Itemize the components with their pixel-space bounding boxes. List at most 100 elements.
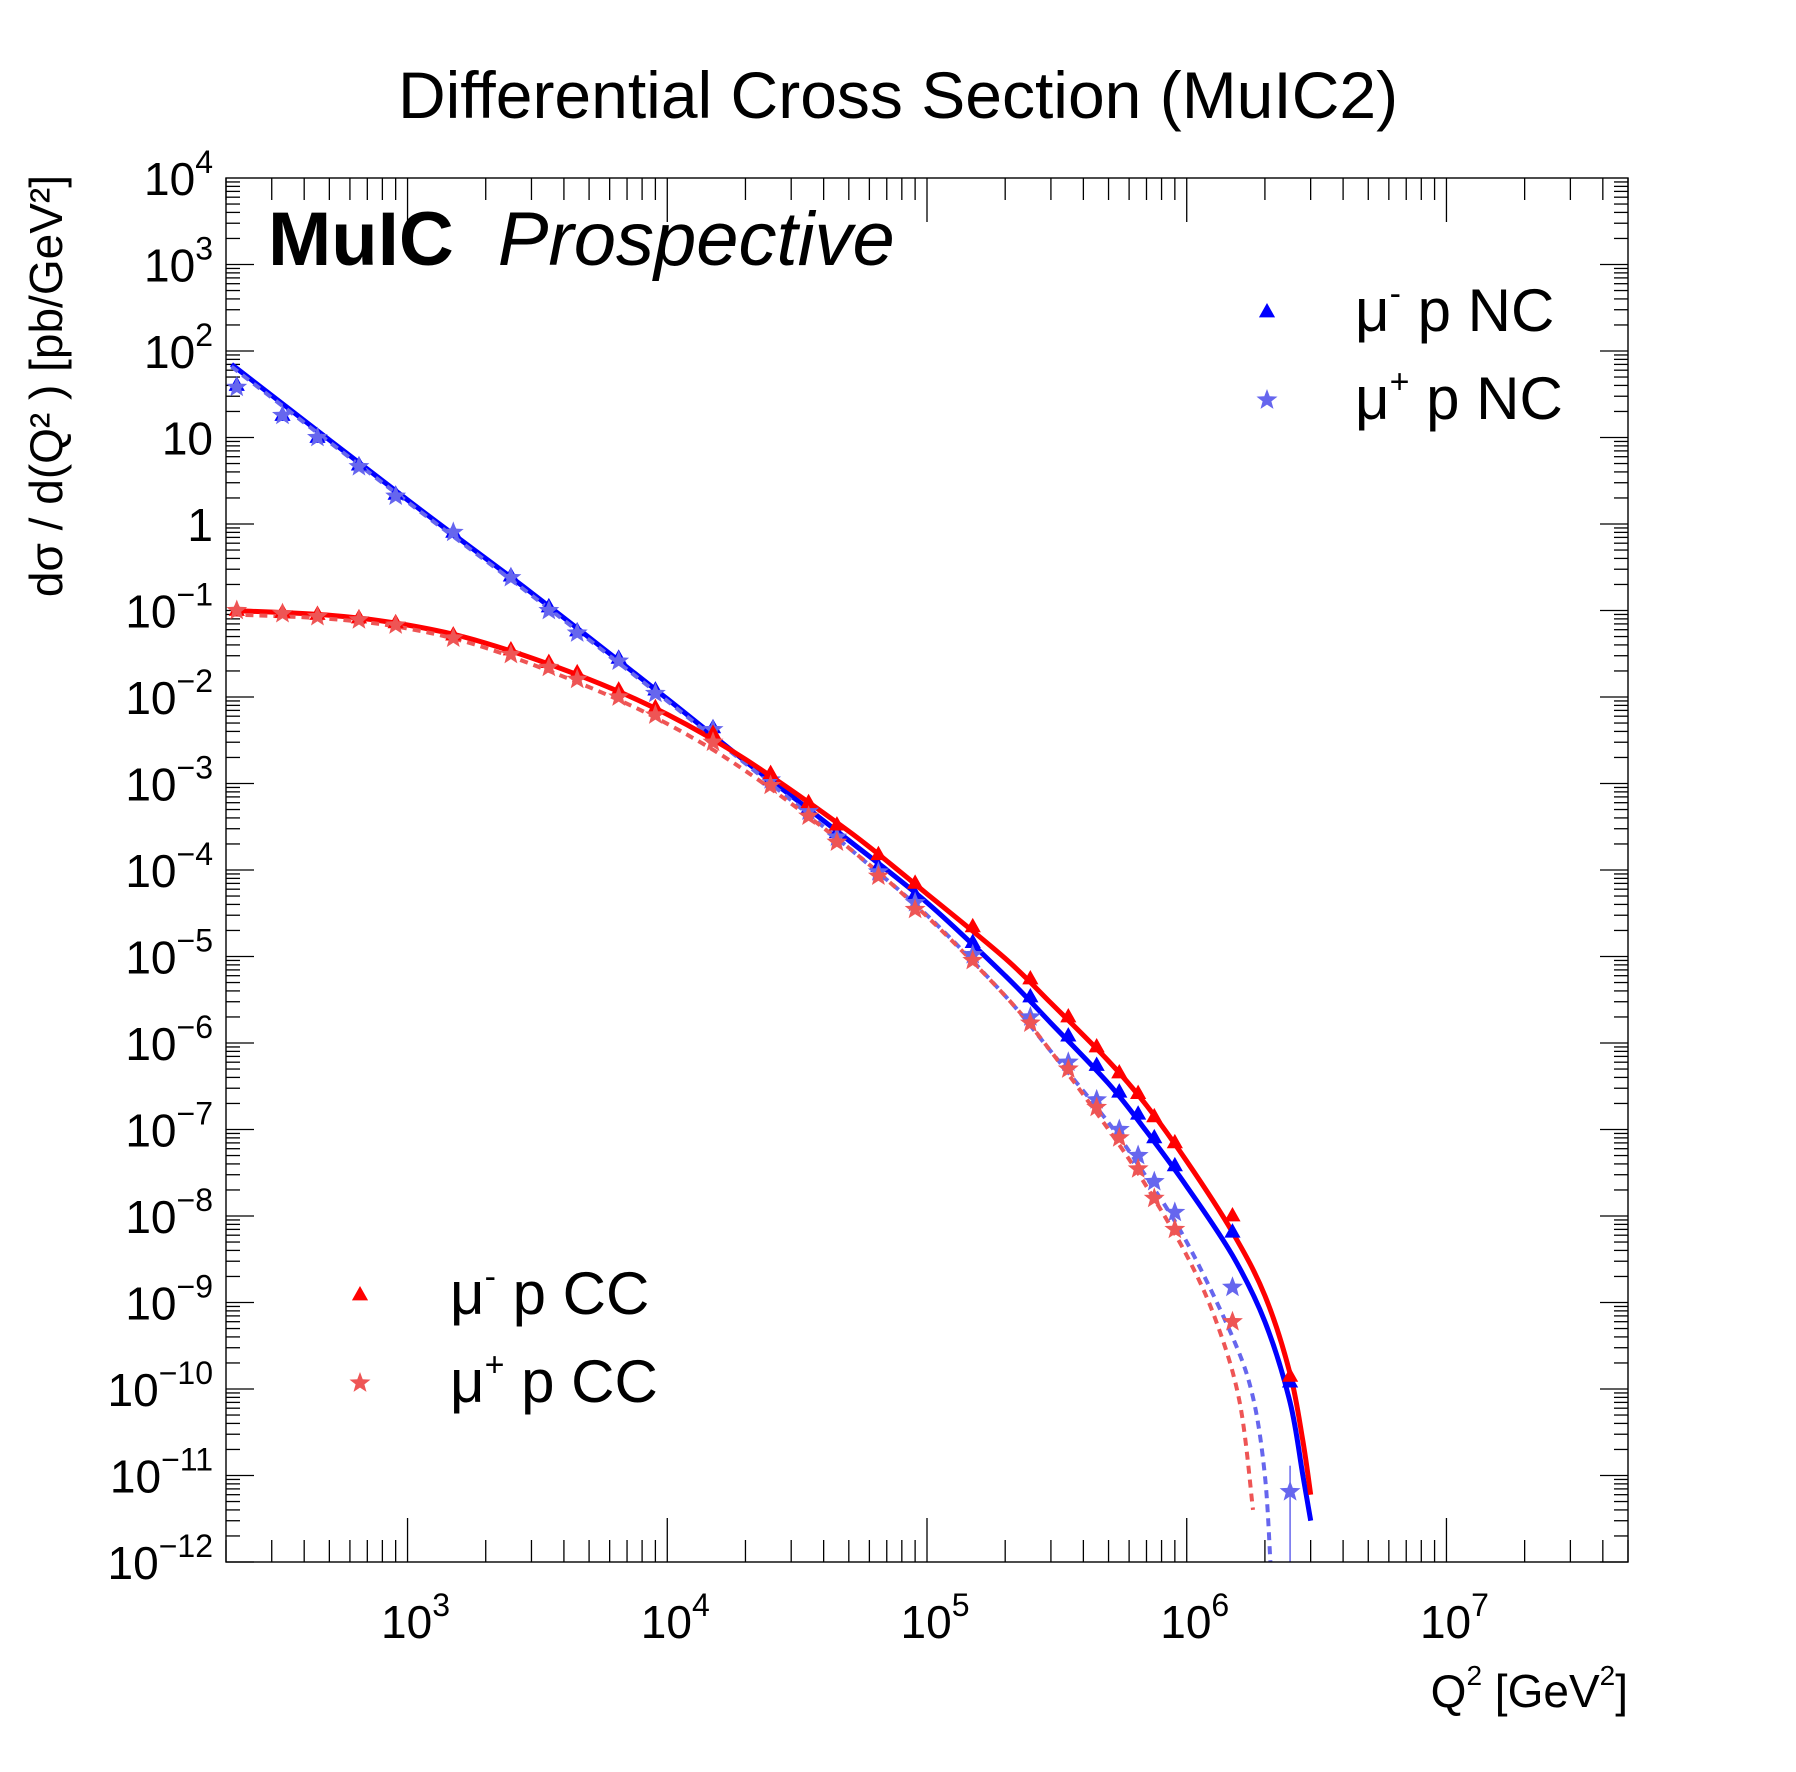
mum_nc-points xyxy=(228,376,1299,1388)
y-tick-labels: 10410310210110−110−210−310−410−510−610−7… xyxy=(108,144,213,1589)
mup_nc-point xyxy=(1222,1276,1243,1297)
mup_nc-point xyxy=(608,650,630,670)
y-tick-exp: 3 xyxy=(195,231,213,267)
x-tick-label: 107 xyxy=(1420,1587,1489,1648)
mup_nc-point xyxy=(226,376,248,397)
axis-ticks xyxy=(225,178,1629,1563)
x-axis-label: Q2 [GeV2] xyxy=(1431,1660,1628,1717)
y-tick-base: 10 xyxy=(144,240,195,292)
y-tick-exp: −6 xyxy=(177,1009,213,1045)
mum_cc-point xyxy=(870,845,887,861)
mup_nc-point xyxy=(1127,1144,1149,1165)
y-tick-label: 10−9 xyxy=(125,1269,213,1330)
y-tick-exp: −4 xyxy=(177,836,213,872)
x-tick-label: 103 xyxy=(381,1587,450,1648)
mup_cc-point xyxy=(1086,1096,1108,1117)
y-tick-base: 10 xyxy=(125,672,176,724)
mum_cc-point xyxy=(1166,1133,1183,1149)
y-tick-label: 10−1 xyxy=(125,577,213,638)
x-tick-label: 104 xyxy=(641,1587,710,1648)
mup_cc-point xyxy=(1108,1126,1130,1147)
y-tick-exp: −3 xyxy=(177,750,213,786)
mum_nc-point xyxy=(1130,1105,1147,1120)
mum_nc-point xyxy=(1060,1027,1077,1042)
mup_nc-point xyxy=(307,426,328,447)
mum_cc-point xyxy=(1224,1207,1241,1222)
legend-rest: p NC xyxy=(1401,277,1554,344)
mup_cc-point xyxy=(1143,1187,1165,1208)
y-tick-label: 10−6 xyxy=(125,1009,213,1070)
y-tick-exp: 4 xyxy=(195,144,213,180)
y-tick-exp: −5 xyxy=(177,923,213,959)
legend-mu: μ xyxy=(450,1260,485,1327)
chart-title: Differential Cross Section (MuIC2) xyxy=(398,58,1398,132)
mum_nc-point xyxy=(1166,1156,1183,1172)
x-axis-label-unit-close: ] xyxy=(1615,1665,1628,1717)
mup_cc-point xyxy=(566,668,588,689)
y-tick-exp: 2 xyxy=(195,317,213,353)
mum_cc-point xyxy=(828,816,846,831)
mup_nc-point xyxy=(1143,1170,1165,1191)
y-axis-label: dσ / d(Q² ) [pb/GeV²] xyxy=(20,175,72,597)
mup_cc-legend-marker xyxy=(349,1372,371,1392)
mup_cc-point xyxy=(644,704,666,724)
y-tick-label: 10−8 xyxy=(125,1182,213,1243)
x-tick-base: 10 xyxy=(1160,1596,1211,1648)
mum_cc-point xyxy=(1060,1007,1077,1023)
mup_cc-point xyxy=(385,614,407,634)
y-tick-label: 10−5 xyxy=(125,923,213,984)
x-tick-base: 10 xyxy=(1420,1596,1471,1648)
mum_nc-curve xyxy=(229,362,1314,1522)
x-axis-label-base: Q xyxy=(1431,1665,1467,1717)
y-tick-label: 1 xyxy=(187,499,213,551)
mup_cc-point xyxy=(826,831,848,851)
mup_cc-point xyxy=(760,774,782,795)
y-tick-label: 10−7 xyxy=(125,1096,213,1157)
y-tick-label: 104 xyxy=(144,144,213,205)
x-tick-base: 10 xyxy=(381,1596,432,1648)
legend-bottom-left: μ- p CCμ+ p CC xyxy=(349,1258,658,1415)
x-tick-exp: 3 xyxy=(432,1587,450,1623)
mup_cc-point xyxy=(1057,1058,1079,1078)
legend-mu: μ xyxy=(450,1348,485,1415)
legend-charge: + xyxy=(1390,363,1410,401)
mup_cc-point xyxy=(702,731,724,752)
x-tick-base: 10 xyxy=(901,1596,952,1648)
mup_nc-point xyxy=(385,485,407,505)
mup_nc-legend-label: μ+ p NC xyxy=(1355,363,1563,432)
y-tick-exp: −12 xyxy=(159,1528,213,1564)
mum_nc-point xyxy=(1146,1128,1163,1144)
mum_cc-point xyxy=(1146,1107,1163,1123)
mum_cc-point xyxy=(1130,1084,1147,1100)
mup_cc-point xyxy=(1127,1157,1149,1178)
y-tick-label: 10−3 xyxy=(125,750,213,811)
mup_cc-point xyxy=(904,898,926,919)
mup_nc-point xyxy=(644,682,666,703)
mup_cc-point xyxy=(226,599,248,620)
data-points xyxy=(226,376,1301,1562)
mup_cc-point xyxy=(1222,1310,1243,1331)
mum_cc-point xyxy=(1088,1037,1105,1053)
y-tick-base: 10 xyxy=(108,1364,159,1416)
mum_cc-point xyxy=(1281,1367,1299,1382)
y-tick-label: 102 xyxy=(144,317,213,378)
y-tick-label: 10−12 xyxy=(108,1528,213,1589)
y-tick-base: 10 xyxy=(125,845,176,897)
x-axis-label-unit: [GeV xyxy=(1482,1665,1600,1717)
watermark: MuIC Prospective xyxy=(268,197,895,282)
mum_cc-legend-marker xyxy=(351,1286,369,1301)
x-tick-exp: 6 xyxy=(1211,1587,1229,1623)
y-tick-base: 10 xyxy=(144,326,195,378)
watermark-italic: Prospective xyxy=(498,197,895,282)
mum_cc-legend-label: μ- p CC xyxy=(450,1258,649,1327)
y-tick-base: 10 xyxy=(125,932,176,984)
x-tick-exp: 7 xyxy=(1471,1587,1489,1623)
mup_nc-legend-marker xyxy=(1256,389,1278,409)
mup_cc-point xyxy=(962,949,984,970)
mup_nc-curve xyxy=(230,365,1273,1562)
mum_cc-points xyxy=(228,601,1299,1382)
mup_nc-point xyxy=(442,521,464,542)
mup_cc-point xyxy=(272,602,293,623)
mum_cc-point xyxy=(964,917,981,933)
y-tick-exp: −11 xyxy=(161,1442,213,1478)
